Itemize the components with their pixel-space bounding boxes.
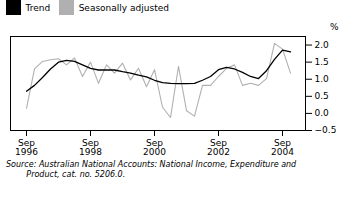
svg-text:−0.5: −0.5 [315,125,337,135]
html-text:Seasonally adjusted: Seasonally adjusted [78,2,169,13]
svg-text:Sep1996: Sep1996 [15,137,38,156]
svg-text:Sep2002: Sep2002 [207,137,230,156]
svg-text:Sep2004: Sep2004 [271,137,294,156]
svg-text:1.5: 1.5 [315,57,329,67]
svg-text:Sep1998: Sep1998 [79,137,102,156]
svg-text:2.0: 2.0 [315,39,330,49]
svg-text:1.0: 1.0 [315,74,330,84]
html-text:Product, cat. no. 5206.0.: Product, cat. no. 5206.0. [6,169,126,179]
svg-text:Sep2000: Sep2000 [143,137,166,156]
html-text:Source: Australian National Ac: Source: Australian National Accounts: Na… [6,159,297,169]
svg-text:0.0: 0.0 [315,108,330,118]
svg-text:%: % [330,21,339,31]
svg-text:0.5: 0.5 [315,91,329,101]
html-text:Trend: Trend [25,2,51,13]
